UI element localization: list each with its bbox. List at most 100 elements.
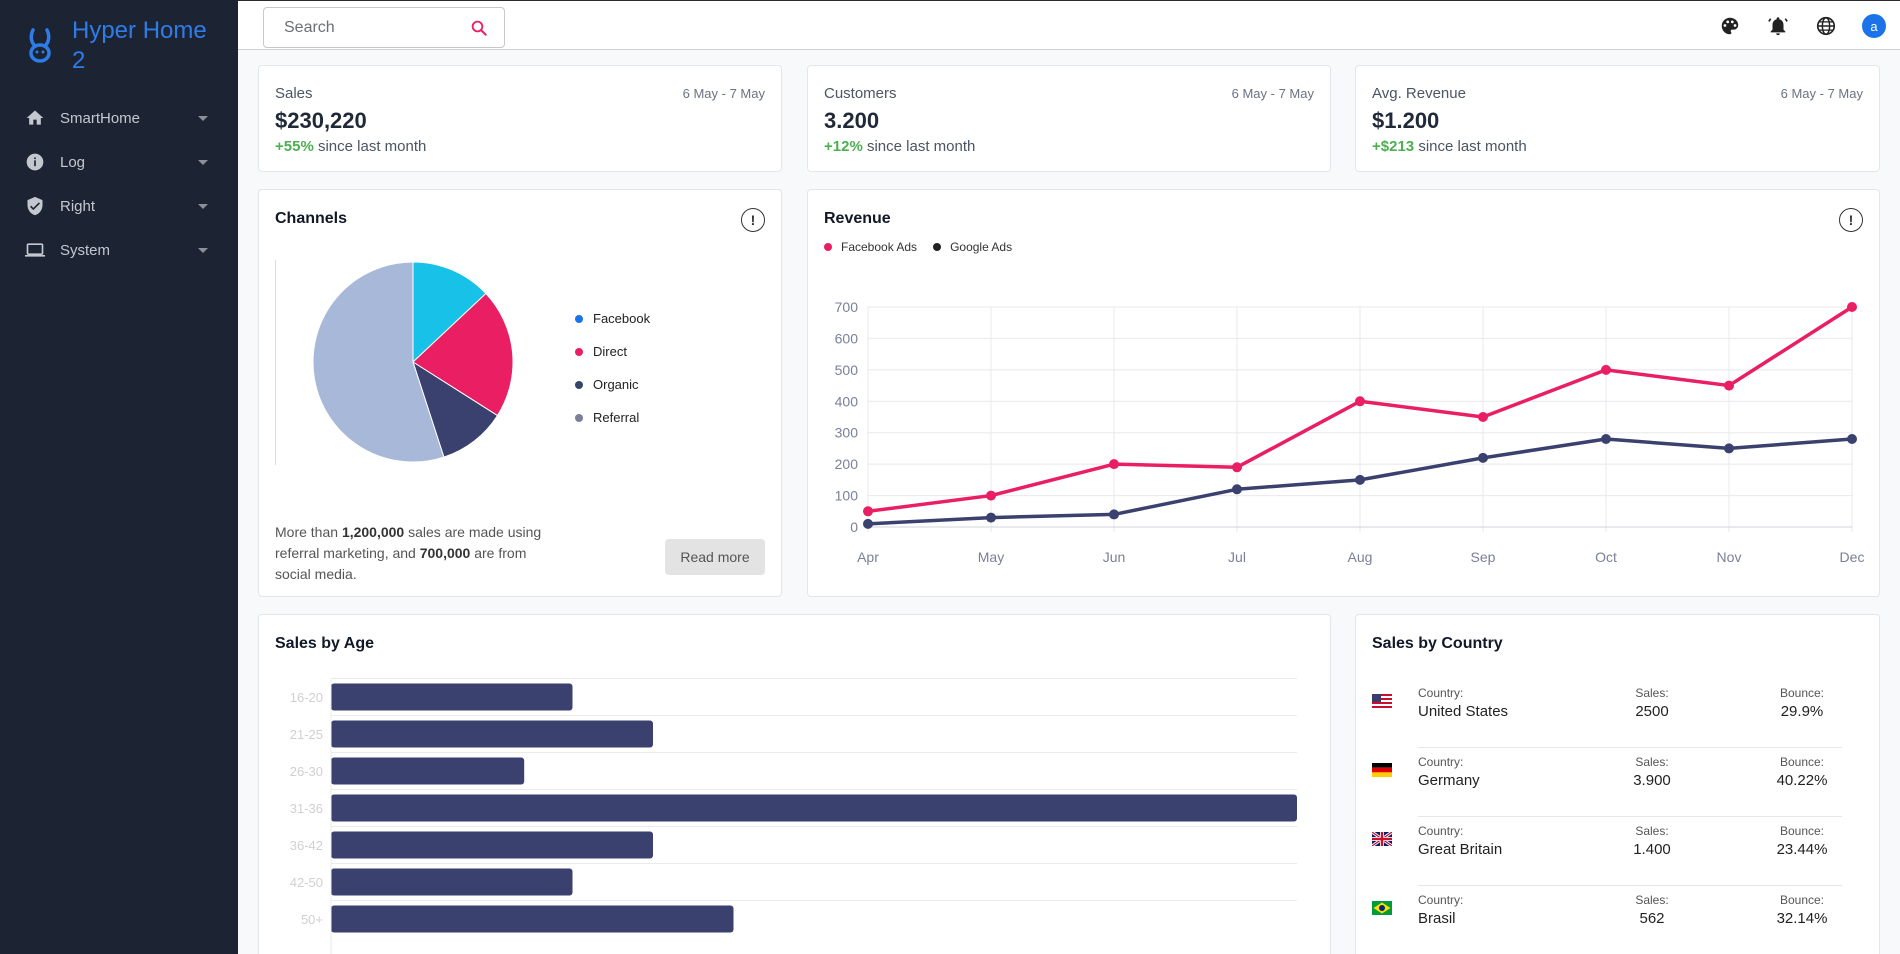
country-cell: Country: Great Britain	[1418, 824, 1502, 858]
brand[interactable]: Hyper Home 2	[0, 0, 238, 96]
br-flag-icon	[1372, 901, 1392, 915]
revenue-line-chart: 0 100 200 300 400 500 600 700 Apr May Jun Jul Aug Sep…	[835, 299, 1865, 565]
bounce-cell: Bounce: 40.22%	[1762, 755, 1842, 789]
data-point	[1109, 459, 1119, 470]
stat-value: 3.200	[824, 108, 880, 133]
y-tick-label: 300	[835, 425, 859, 441]
data-point	[986, 490, 996, 501]
pie-slice-referral	[312, 261, 445, 463]
stat-card-avg-revenue: Avg. Revenue 6 May - 7 May $1.200 +$213 …	[1355, 65, 1880, 172]
topbar: a	[238, 0, 1900, 50]
read-more-button[interactable]: Read more	[665, 539, 765, 575]
row-divider	[1418, 747, 1842, 748]
data-point	[863, 506, 873, 517]
stat-card-sales: Sales 6 May - 7 May $230,220 +55% since …	[258, 65, 782, 172]
legend-label: Facebook	[593, 311, 651, 326]
stat-date: 6 May - 7 May	[1780, 86, 1863, 101]
data-point	[1847, 302, 1857, 312]
legend-label: Direct	[593, 344, 627, 359]
sidebar: Hyper Home 2 SmartHome Log Right System	[0, 0, 238, 954]
channels-pie-chart	[275, 260, 514, 465]
sidebar-item-system[interactable]: System	[0, 228, 238, 272]
country-row: Country: Brasil Sales: 562 Bounce: 32.14%	[1372, 886, 1842, 954]
country-cell: Country: Germany	[1418, 755, 1480, 789]
bell-icon[interactable]	[1766, 14, 1790, 38]
stat-title: Sales	[275, 85, 313, 102]
sidebar-item-label: Right	[60, 197, 96, 215]
legend-dot	[575, 380, 583, 389]
search-box	[263, 7, 505, 48]
data-point	[1232, 462, 1242, 473]
stat-change: +12% since last month	[824, 138, 975, 155]
x-tick-label: Aug	[1348, 549, 1373, 565]
user-avatar[interactable]: a	[1862, 14, 1886, 38]
bounce-value: 32.14%	[1776, 910, 1828, 927]
data-point	[1109, 509, 1119, 520]
data-point	[1724, 380, 1734, 391]
caret-down-icon	[198, 247, 208, 253]
stat-change: +$213 since last month	[1372, 138, 1527, 155]
x-tick-label: Jun	[1103, 549, 1126, 565]
sidebar-item-label: System	[60, 241, 111, 259]
legend-dot	[575, 413, 583, 422]
search-input[interactable]	[264, 18, 464, 37]
y-tick-label: 36-42	[290, 838, 323, 853]
country-value: Germany	[1418, 772, 1480, 789]
country-label: Country:	[1418, 686, 1464, 700]
caret-down-icon	[198, 203, 208, 209]
country-row: Country: Great Britain Sales: 1.400 Bounce…	[1372, 817, 1842, 886]
palette-icon[interactable]	[1718, 14, 1742, 38]
info-button[interactable]: !	[741, 208, 765, 232]
y-tick-label: 16-20	[290, 690, 323, 705]
x-tick-label: Jul	[1228, 549, 1246, 565]
bar-50+	[331, 905, 734, 933]
sidebar-item-label: SmartHome	[60, 109, 141, 127]
home-icon	[24, 107, 46, 129]
data-point	[986, 512, 996, 523]
shield-icon	[24, 195, 46, 217]
country-value: United States	[1418, 703, 1509, 720]
sales-value: 3.900	[1633, 772, 1671, 789]
sidebar-item-log[interactable]: Log	[0, 140, 238, 184]
legend-item: Direct	[575, 335, 650, 368]
data-point	[1601, 434, 1611, 444]
desc-bold: 700,000	[419, 545, 471, 561]
stat-change-text: since last month	[1418, 138, 1527, 155]
bar-26-30	[331, 757, 525, 785]
y-tick-label: 500	[835, 362, 859, 378]
sidebar-item-right[interactable]: Right	[0, 184, 238, 228]
country-value: Brasil	[1418, 910, 1456, 927]
legend-item: Facebook	[575, 302, 650, 335]
row-divider	[1418, 885, 1842, 886]
caret-down-icon	[198, 159, 208, 165]
legend-label: Facebook Ads	[841, 240, 918, 254]
de-flag-icon	[1372, 763, 1392, 777]
legend-item: Referral	[575, 401, 650, 434]
sales-label: Sales:	[1635, 686, 1669, 700]
bar-16-20	[331, 683, 573, 711]
y-tick-label: 31-36	[290, 801, 323, 816]
globe-icon[interactable]	[1814, 14, 1838, 38]
y-tick-label: 700	[835, 299, 859, 315]
sales-cell: Sales: 3.900	[1612, 755, 1692, 789]
country-row: Country: United States Sales: 2500 Bounce:…	[1372, 679, 1842, 748]
bounce-label: Bounce:	[1779, 893, 1825, 907]
sidebar-item-label: Log	[60, 153, 86, 171]
info-button[interactable]: !	[1839, 208, 1863, 232]
legend-dot	[933, 243, 942, 251]
bar-36-42	[331, 831, 653, 859]
sidebar-item-smarthome[interactable]: SmartHome	[0, 96, 238, 140]
legend-item: Google Ads	[933, 240, 1012, 254]
bounce-label: Bounce:	[1779, 686, 1825, 700]
data-point	[1355, 396, 1365, 407]
search-icon[interactable]	[470, 19, 488, 42]
stat-title: Avg. Revenue	[1372, 85, 1466, 102]
y-tick-label: 200	[835, 456, 859, 472]
y-tick-label: 100	[835, 488, 859, 504]
pie-slice-direct	[412, 292, 514, 417]
card-title: Sales by Age	[275, 635, 375, 652]
bounce-value: 23.44%	[1776, 841, 1828, 858]
country-label: Country:	[1418, 893, 1464, 907]
x-tick-label: Oct	[1595, 549, 1617, 565]
pie-legend: Facebook Direct Organic Referral	[575, 302, 650, 434]
